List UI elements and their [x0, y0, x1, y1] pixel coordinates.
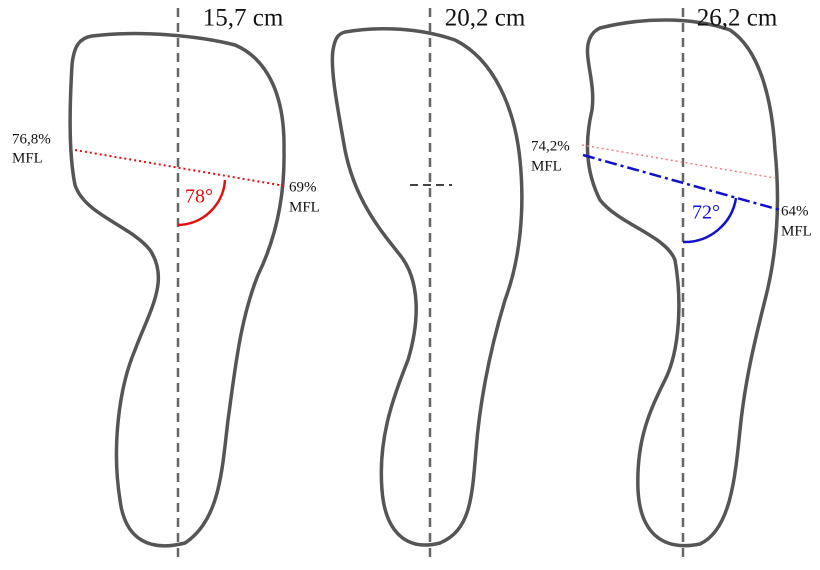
label-unit: MFL [531, 158, 562, 174]
label-unit: MFL [781, 223, 812, 239]
measure-line [582, 145, 775, 178]
label-unit: MFL [12, 150, 43, 166]
foot-outline [70, 34, 284, 546]
foot-panel: 20,2 cm [332, 5, 525, 562]
label-value: 69% [289, 179, 317, 195]
foot-outline [332, 29, 522, 545]
panel-title: 20,2 cm [445, 5, 526, 32]
label-value: 64% [781, 203, 809, 219]
diagram: 15,7 cm 76,8% MFL 69% MFL 78° 20,2 cm 26… [0, 0, 820, 570]
angle-label: 72° [692, 202, 720, 224]
label-value: 74,2% [531, 138, 570, 154]
panel-title: 15,7 cm [203, 5, 284, 32]
label-value: 76,8% [12, 131, 51, 147]
foot-panel: 15,7 cm 76,8% MFL 69% MFL 78° [12, 5, 320, 562]
label-unit: MFL [289, 199, 320, 215]
angle-label: 78° [185, 186, 213, 208]
measure-line [583, 155, 780, 210]
panel-title: 26,2 cm [697, 5, 778, 32]
measure-line [75, 150, 285, 186]
foot-panel: 26,2 cm 74,2% MFL 64% MFL 72° [531, 5, 812, 562]
